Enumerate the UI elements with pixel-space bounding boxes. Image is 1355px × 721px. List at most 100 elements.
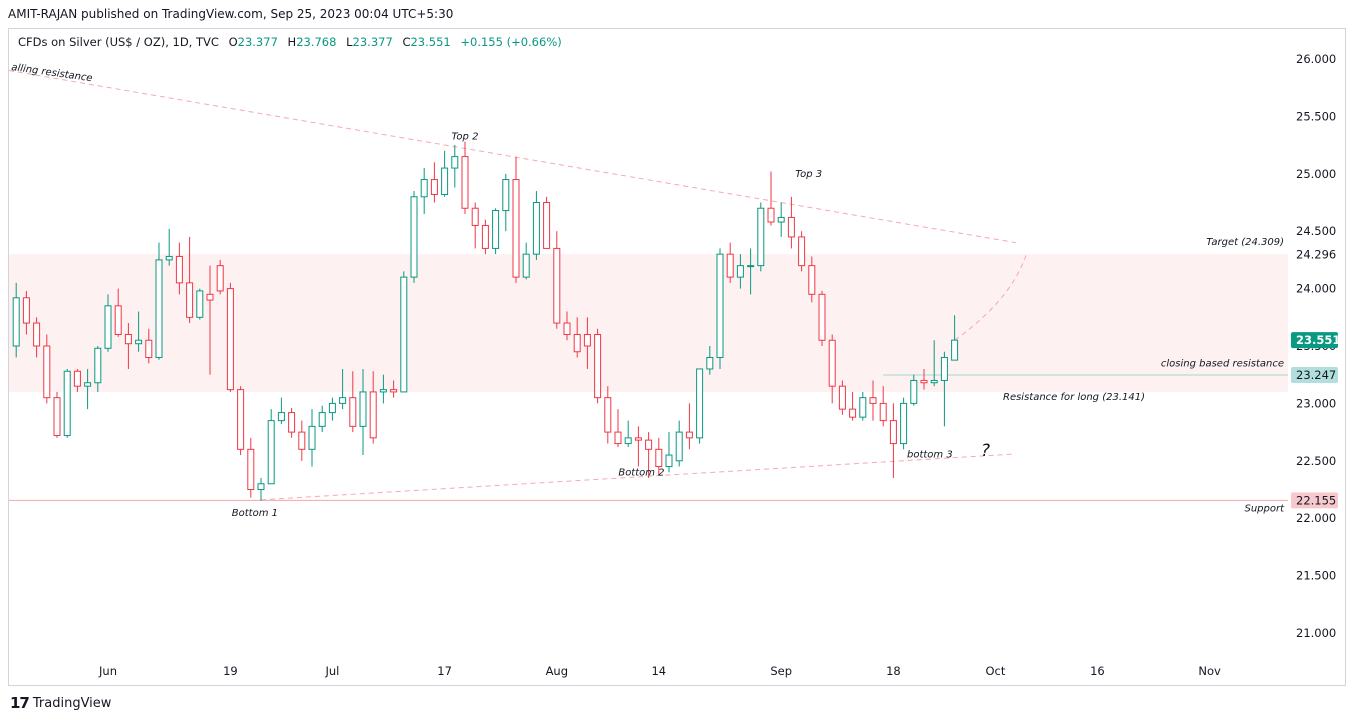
- tradingview-branding[interactable]: 17 TradingView: [10, 694, 111, 712]
- candle-body[interactable]: [104, 305, 112, 349]
- candle-body[interactable]: [624, 437, 632, 445]
- candle-body[interactable]: [114, 305, 122, 336]
- candle-body[interactable]: [420, 179, 428, 198]
- candle-body[interactable]: [165, 255, 173, 261]
- candle-body[interactable]: [94, 347, 102, 384]
- candle-body[interactable]: [22, 297, 30, 324]
- candle-body[interactable]: [675, 431, 683, 462]
- candle-body[interactable]: [339, 397, 347, 404]
- candle-body[interactable]: [808, 265, 816, 295]
- candle-body[interactable]: [787, 216, 795, 238]
- candle-body[interactable]: [186, 282, 194, 318]
- candle-body[interactable]: [859, 397, 867, 418]
- candle-body[interactable]: [84, 382, 92, 387]
- candle-body[interactable]: [430, 179, 438, 195]
- candle-body[interactable]: [869, 397, 877, 404]
- candle-body[interactable]: [522, 253, 530, 278]
- candle-body[interactable]: [798, 236, 806, 267]
- candle-body[interactable]: [553, 247, 561, 324]
- candle-body[interactable]: [226, 288, 234, 391]
- x-tick-label: 16: [1090, 664, 1105, 678]
- candle-body[interactable]: [328, 402, 336, 414]
- candle-body[interactable]: [318, 412, 326, 427]
- candle-body[interactable]: [308, 425, 316, 450]
- candle-body[interactable]: [879, 402, 887, 422]
- candle-body[interactable]: [930, 379, 938, 384]
- candle-body[interactable]: [563, 322, 571, 336]
- candle-body[interactable]: [145, 339, 153, 358]
- candle-body[interactable]: [594, 334, 602, 399]
- candle-body[interactable]: [583, 334, 591, 347]
- candle-body[interactable]: [277, 412, 285, 422]
- candle-body[interactable]: [645, 439, 653, 450]
- candle-body[interactable]: [43, 345, 51, 399]
- candle-body[interactable]: [777, 216, 785, 223]
- legend-symbol: CFDs on Silver (US$ / OZ), 1D, TVC: [18, 35, 219, 49]
- candle-body[interactable]: [900, 402, 908, 445]
- candle-body[interactable]: [818, 293, 826, 341]
- candle-body[interactable]: [543, 202, 551, 249]
- candle-body[interactable]: [63, 370, 71, 437]
- candle-body[interactable]: [257, 483, 265, 491]
- candle-body[interactable]: [124, 334, 132, 345]
- candle-body[interactable]: [206, 293, 214, 301]
- candle-body[interactable]: [910, 379, 918, 404]
- candle-body[interactable]: [951, 339, 959, 361]
- candle-body[interactable]: [706, 356, 714, 370]
- candle-body[interactable]: [696, 368, 704, 439]
- candle-body[interactable]: [400, 276, 408, 393]
- candle-body[interactable]: [716, 253, 724, 358]
- legend-close: 23.551: [410, 35, 451, 49]
- candle-body[interactable]: [451, 156, 459, 169]
- candle-body[interactable]: [726, 253, 734, 278]
- candle-body[interactable]: [920, 379, 928, 384]
- candle-body[interactable]: [828, 339, 836, 387]
- candle-body[interactable]: [12, 297, 20, 347]
- candle-body[interactable]: [175, 255, 183, 284]
- candle-body[interactable]: [135, 339, 143, 345]
- candle-body[interactable]: [685, 431, 693, 439]
- candle-body[interactable]: [379, 389, 387, 393]
- candle-body[interactable]: [155, 259, 163, 358]
- candle-body[interactable]: [73, 370, 81, 387]
- candle-body[interactable]: [298, 431, 306, 450]
- candle-body[interactable]: [838, 385, 846, 410]
- candle-body[interactable]: [390, 389, 398, 393]
- candle-body[interactable]: [492, 210, 500, 249]
- candle-body[interactable]: [532, 202, 540, 255]
- candle-body[interactable]: [757, 207, 765, 267]
- candle-body[interactable]: [573, 334, 581, 353]
- candle-body[interactable]: [849, 408, 857, 418]
- x-tick-label: Aug: [546, 664, 568, 678]
- candle-body[interactable]: [441, 167, 449, 195]
- x-tick-label: Jun: [98, 664, 117, 678]
- candle-body[interactable]: [736, 265, 744, 278]
- candle-body[interactable]: [889, 420, 897, 445]
- candle-body[interactable]: [634, 437, 642, 441]
- candle-body[interactable]: [237, 389, 245, 450]
- candle-body[interactable]: [216, 265, 224, 292]
- candle-body[interactable]: [665, 454, 673, 468]
- candle-body[interactable]: [481, 224, 489, 249]
- candle-body[interactable]: [614, 431, 622, 445]
- candle-body[interactable]: [369, 391, 377, 439]
- candle-body[interactable]: [247, 448, 255, 491]
- candle-body[interactable]: [655, 448, 663, 468]
- candle-body[interactable]: [471, 207, 479, 226]
- candle-body[interactable]: [53, 397, 61, 437]
- candle-body[interactable]: [604, 397, 612, 433]
- candle-body[interactable]: [288, 412, 296, 433]
- candle-body[interactable]: [461, 156, 469, 209]
- candle-body[interactable]: [940, 356, 948, 381]
- candle-body[interactable]: [196, 290, 204, 318]
- candle-body[interactable]: [267, 420, 275, 485]
- candle-body[interactable]: [410, 196, 418, 278]
- candle-body[interactable]: [359, 391, 367, 427]
- candle-body[interactable]: [767, 207, 775, 223]
- candle-body[interactable]: [502, 179, 510, 212]
- candle-body[interactable]: [349, 397, 357, 427]
- candle-body[interactable]: [512, 179, 520, 278]
- candle-body[interactable]: [747, 265, 755, 268]
- candle-body[interactable]: [33, 322, 41, 347]
